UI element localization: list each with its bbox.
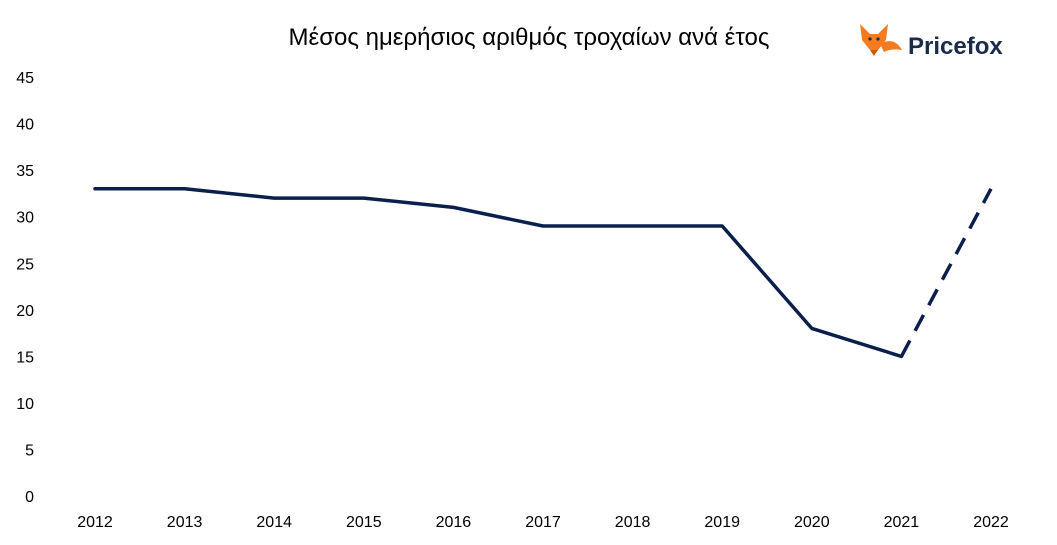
y-tick-label: 45 [16, 70, 34, 87]
series-lines [93, 187, 993, 359]
series-line-solid [93, 187, 904, 359]
x-tick-label: 2022 [973, 514, 1009, 531]
logo-text: Pricefox [908, 33, 1003, 60]
y-tick-label: 15 [16, 349, 34, 366]
x-tick-label: 2015 [346, 514, 382, 531]
x-axis-ticks: 2012 2013 2014 2015 2016 2017 2018 2019 2020 2021… [77, 514, 1009, 531]
fox-icon [860, 24, 902, 56]
x-tick-label: 2016 [436, 514, 472, 531]
y-tick-label: 40 [16, 117, 34, 134]
x-tick-label: 2018 [615, 514, 651, 531]
x-tick-label: 2020 [794, 514, 830, 531]
y-tick-label: 10 [16, 396, 34, 413]
x-tick-label: 2019 [704, 514, 740, 531]
x-tick-label: 2017 [525, 514, 561, 531]
y-tick-label: 25 [16, 256, 34, 273]
x-tick-label: 2021 [884, 514, 920, 531]
pricefox-logo: Pricefox [860, 24, 1003, 60]
chart-title: Μέσος ημερήσιος αριθμός τροχαίων ανά έτο… [289, 24, 770, 51]
y-axis-ticks: 0 5 10 15 20 25 30 35 40 45 [16, 70, 34, 506]
x-tick-label: 2014 [256, 514, 292, 531]
y-tick-label: 20 [16, 303, 34, 320]
y-tick-label: 30 [16, 210, 34, 227]
x-tick-label: 2012 [77, 514, 113, 531]
series-line-dashed [899, 187, 993, 358]
y-tick-label: 35 [16, 163, 34, 180]
y-tick-label: 0 [25, 489, 34, 506]
y-tick-label: 5 [25, 442, 34, 459]
x-tick-label: 2013 [167, 514, 203, 531]
